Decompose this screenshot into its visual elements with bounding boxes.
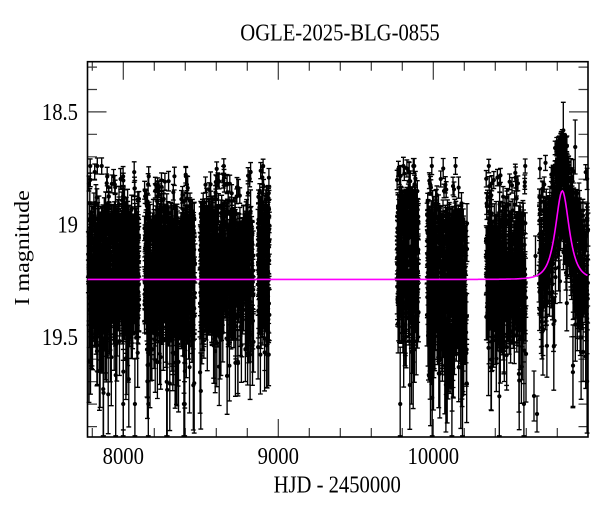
svg-text:I magnitude: I magnitude <box>11 190 34 305</box>
svg-text:18.5: 18.5 <box>42 98 78 125</box>
svg-text:10000: 10000 <box>408 443 460 470</box>
svg-text:OGLE-2025-BLG-0855: OGLE-2025-BLG-0855 <box>240 19 439 46</box>
svg-text:19: 19 <box>57 211 78 238</box>
svg-text:HJD - 2450000: HJD - 2450000 <box>274 471 401 498</box>
svg-text:9000: 9000 <box>258 443 299 470</box>
svg-text:19.5: 19.5 <box>42 323 78 350</box>
svg-text:8000: 8000 <box>103 443 144 470</box>
